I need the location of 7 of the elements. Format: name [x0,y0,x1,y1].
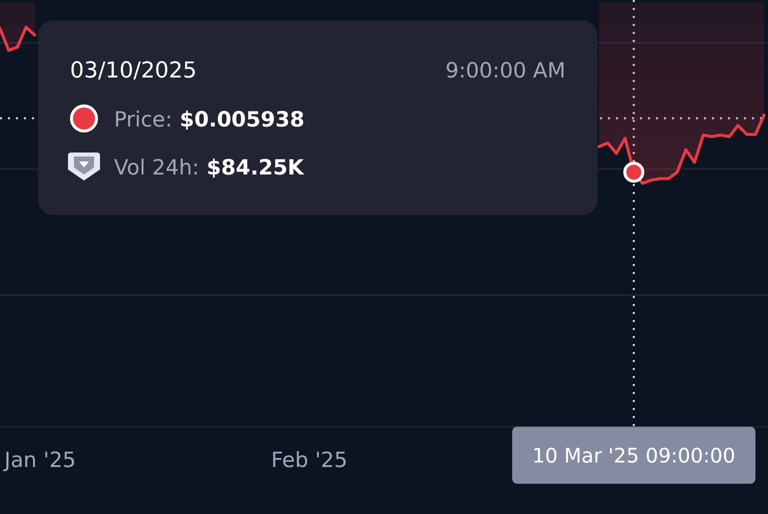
annotation: Vol 24h: $84.25K [114,156,305,180]
annotation: 9:00:00 AM [445,58,566,82]
annotation: Price: $0.005938 [114,108,304,132]
ref-line-label: 10 Mar '25 09:00:00 [532,444,736,468]
x-tick-label: Jan '25 [2,448,76,472]
annotation: 03/10/2025 [70,58,197,84]
x-tick-label: Feb '25 [271,448,348,472]
